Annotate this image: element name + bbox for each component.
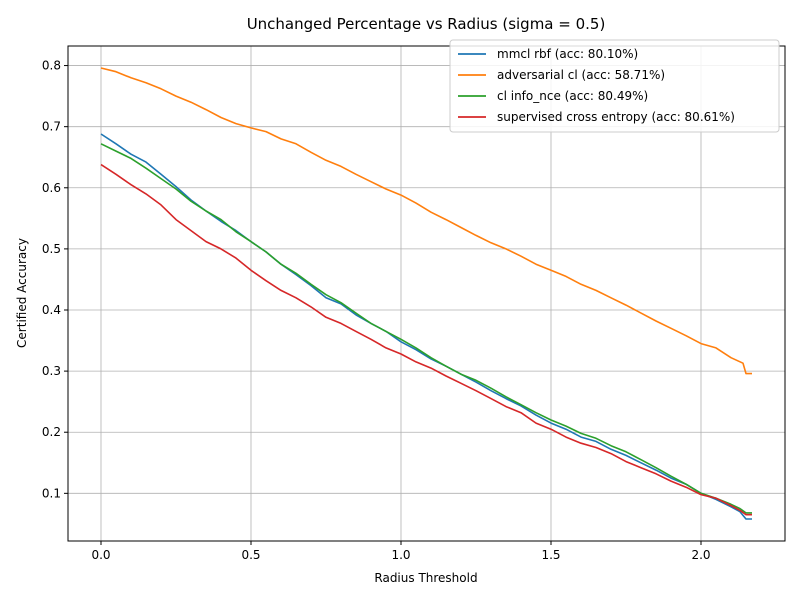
legend-label-1: mmcl rbf (acc: 80.10%) <box>497 47 638 61</box>
x-tick-label: 2.0 <box>691 548 710 562</box>
plot-frame <box>67 45 786 542</box>
x-tick-label: 0.0 <box>91 548 110 562</box>
grid-lines <box>68 46 785 541</box>
series-line-2 <box>100 67 752 375</box>
legend: mmcl rbf (acc: 80.10%) adversarial cl (ac… <box>449 39 780 133</box>
series-lines <box>100 67 752 520</box>
y-tick-label: 0.1 <box>42 486 61 500</box>
legend-label-3: cl info_nce (acc: 80.49%) <box>497 89 648 103</box>
y-tick-label: 0.8 <box>42 59 61 73</box>
y-tick-label: 0.3 <box>42 364 61 378</box>
y-axis-ticks: 0.1 0.2 0.3 0.4 0.5 0.6 0.7 0.8 <box>42 59 68 500</box>
y-tick-label: 0.4 <box>42 303 61 317</box>
x-tick-label: 0.5 <box>241 548 260 562</box>
x-tick-label: 1.0 <box>391 548 410 562</box>
legend-label-4: supervised cross entropy (acc: 80.61%) <box>497 110 735 124</box>
y-tick-label: 0.2 <box>42 425 61 439</box>
y-tick-label: 0.7 <box>42 120 61 134</box>
x-tick-label: 1.5 <box>541 548 560 562</box>
x-axis-label: Radius Threshold <box>374 571 477 585</box>
legend-label-2: adversarial cl (acc: 58.71%) <box>497 68 665 82</box>
series-line-4 <box>100 163 752 516</box>
legend-box <box>449 39 780 133</box>
series-line-3 <box>100 143 752 514</box>
y-tick-label: 0.6 <box>42 181 61 195</box>
y-axis-label: Certified Accuracy <box>15 238 29 348</box>
y-tick-label: 0.5 <box>42 242 61 256</box>
chart-title: Unchanged Percentage vs Radius (sigma = … <box>247 15 606 33</box>
x-axis-ticks: 0.0 0.5 1.0 1.5 2.0 <box>91 541 711 562</box>
